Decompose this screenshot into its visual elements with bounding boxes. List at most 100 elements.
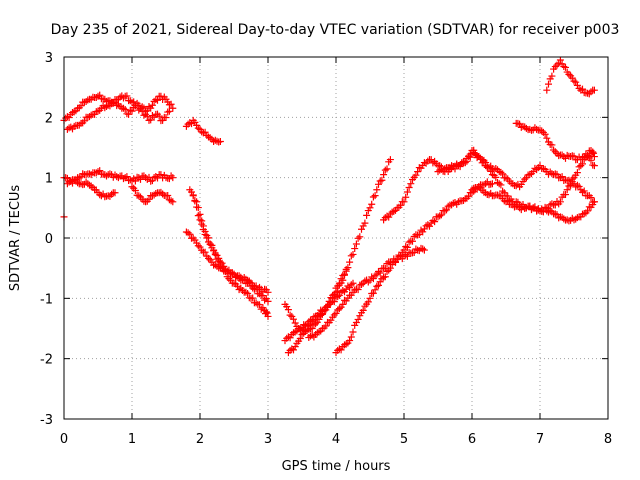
data-point bbox=[475, 183, 483, 191]
data-point-interp bbox=[363, 211, 371, 219]
data-point-interp bbox=[330, 311, 338, 319]
chart-title: Day 235 of 2021, Sidereal Day-to-day VTE… bbox=[51, 22, 620, 38]
data-point-interp bbox=[470, 184, 478, 192]
data-point bbox=[400, 198, 408, 206]
data-point-interp bbox=[290, 329, 297, 337]
data-point-interp bbox=[157, 188, 165, 196]
data-point bbox=[128, 183, 136, 191]
data-point-interp bbox=[573, 181, 581, 189]
data-point bbox=[366, 294, 374, 302]
data-point-interp bbox=[159, 190, 167, 198]
data-point-interp bbox=[128, 107, 136, 115]
data-point bbox=[407, 180, 415, 188]
data-point-interp bbox=[283, 303, 291, 311]
data-point-interp bbox=[133, 102, 141, 110]
data-point bbox=[138, 107, 146, 115]
data-point bbox=[502, 174, 510, 182]
data-point-interp bbox=[538, 127, 546, 135]
data-point-interp bbox=[351, 245, 359, 253]
data-point-interp bbox=[201, 230, 209, 238]
data-point bbox=[543, 86, 551, 94]
data-point-interp bbox=[451, 199, 459, 207]
data-point-interp bbox=[290, 315, 297, 323]
data-point-interp bbox=[539, 207, 547, 215]
data-point bbox=[352, 240, 360, 248]
data-point bbox=[420, 159, 428, 167]
data-point-interp bbox=[296, 335, 304, 343]
data-point-interp bbox=[580, 187, 588, 195]
data-point-interp bbox=[108, 100, 116, 108]
data-point-interp bbox=[369, 193, 377, 201]
data-point bbox=[104, 101, 112, 109]
data-point-interp bbox=[113, 102, 121, 110]
data-point-interp bbox=[548, 200, 556, 208]
data-point bbox=[590, 86, 598, 94]
data-point bbox=[441, 207, 449, 215]
data-point-interp bbox=[392, 258, 399, 266]
data-point-interp bbox=[322, 322, 330, 330]
data-point-interp bbox=[354, 234, 362, 242]
data-point-interp bbox=[342, 340, 350, 348]
data-point-interp bbox=[199, 225, 207, 233]
data-point-interp bbox=[437, 165, 445, 173]
data-point-interp bbox=[218, 259, 226, 267]
data-point-interp bbox=[167, 197, 175, 205]
data-point-interp bbox=[587, 194, 595, 202]
data-point-interp bbox=[208, 241, 216, 249]
data-point-interp bbox=[215, 254, 223, 262]
y-tick-label: -3 bbox=[40, 413, 53, 428]
data-point bbox=[165, 107, 173, 115]
data-point-interp bbox=[478, 156, 486, 164]
data-point-interp bbox=[152, 172, 160, 180]
data-point-interp bbox=[201, 248, 209, 256]
data-point-interp bbox=[249, 294, 257, 302]
data-point-interp bbox=[553, 170, 561, 178]
data-point-interp bbox=[249, 284, 257, 292]
data-point-interp bbox=[235, 272, 243, 280]
data-point-interp bbox=[368, 273, 376, 281]
data-point-interp bbox=[347, 252, 355, 260]
x-tick-label: 1 bbox=[128, 432, 136, 447]
data-point bbox=[135, 192, 143, 200]
data-point-interp bbox=[347, 333, 355, 341]
x-tick-label: 6 bbox=[468, 432, 476, 447]
data-point-interp bbox=[87, 182, 95, 190]
data-point-interp bbox=[376, 269, 384, 277]
data-point-interp bbox=[579, 160, 586, 168]
data-point-interp bbox=[458, 159, 466, 167]
data-point-interp bbox=[369, 289, 377, 297]
data-point-interp bbox=[470, 146, 478, 154]
data-point-interp bbox=[429, 217, 437, 225]
data-point-interp bbox=[262, 308, 270, 316]
data-point-interp bbox=[517, 180, 525, 188]
data-point-interp bbox=[286, 334, 294, 342]
data-point-interp bbox=[378, 176, 386, 184]
data-point-interp bbox=[87, 111, 95, 119]
data-point-interp bbox=[150, 97, 158, 105]
data-point bbox=[393, 255, 401, 263]
data-point-interp bbox=[403, 188, 411, 196]
data-point-interp bbox=[453, 160, 461, 168]
data-point bbox=[461, 159, 469, 167]
data-point bbox=[148, 177, 156, 185]
data-point bbox=[346, 337, 354, 345]
data-point-interp bbox=[211, 261, 219, 269]
data-point bbox=[203, 234, 211, 242]
data-point bbox=[339, 276, 347, 284]
data-point-interp bbox=[492, 164, 500, 172]
data-point-interp bbox=[402, 243, 410, 251]
data-point bbox=[148, 101, 156, 109]
data-point-interp bbox=[364, 298, 372, 306]
data-point-interp bbox=[162, 114, 170, 122]
data-point bbox=[305, 321, 313, 329]
data-point-interp bbox=[553, 61, 561, 69]
data-point-interp bbox=[550, 146, 558, 154]
data-point bbox=[386, 264, 394, 272]
data-point-interp bbox=[383, 165, 391, 173]
data-point-interp bbox=[220, 262, 228, 270]
x-tick-label: 0 bbox=[60, 432, 68, 447]
data-point bbox=[543, 204, 551, 212]
data-point bbox=[590, 162, 598, 170]
data-point bbox=[125, 110, 133, 118]
data-point-interp bbox=[157, 92, 165, 100]
